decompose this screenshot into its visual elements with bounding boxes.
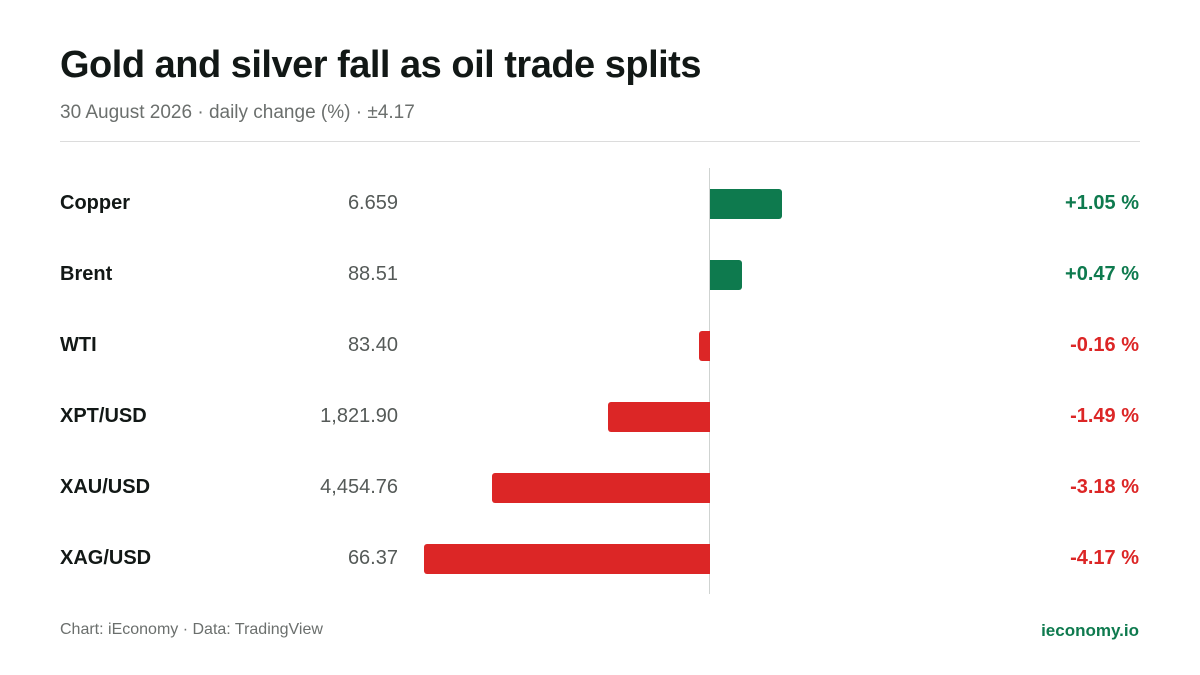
commodity-name: XAG/USD xyxy=(60,547,152,569)
commodity-name: Copper xyxy=(60,192,130,214)
commodity-price: 66.37 xyxy=(347,547,398,569)
commodity-name: WTI xyxy=(60,334,97,356)
change-label: +0.47 % xyxy=(1065,263,1139,285)
change-label: -0.16 % xyxy=(1070,334,1139,356)
brand-link[interactable]: ieconomy.io xyxy=(1041,621,1139,640)
commodity-price: 1,821.90 xyxy=(320,405,398,427)
source-credit: Chart: iEconomy · Data: TradingView xyxy=(60,621,323,638)
commodity-price: 6.659 xyxy=(347,192,398,214)
commodity-name: Brent xyxy=(60,263,113,285)
commodity-price: 88.51 xyxy=(347,263,398,285)
table-row: WTI 83.40 -0.16 % xyxy=(0,310,1200,381)
header-divider xyxy=(60,141,1140,142)
table-row: Brent 88.51 +0.47 % xyxy=(0,239,1200,310)
table-row: XPT/USD 1,821.90 -1.49 % xyxy=(0,381,1200,452)
change-label: -3.18 % xyxy=(1070,476,1139,498)
table-row: Copper 6.659 +1.05 % xyxy=(0,168,1200,239)
table-row: XAU/USD 4,454.76 -3.18 % xyxy=(0,452,1200,523)
zero-axis-line xyxy=(709,168,710,594)
change-label: -1.49 % xyxy=(1070,405,1139,427)
table-row: XAG/USD 66.37 -4.17 % xyxy=(0,523,1200,594)
chart-title: Gold and silver fall as oil trade splits xyxy=(60,44,701,86)
bar-positive xyxy=(710,260,743,290)
bar-positive xyxy=(710,189,782,219)
bar-negative xyxy=(424,544,710,574)
bar-negative xyxy=(607,402,710,432)
bar-negative xyxy=(699,331,710,361)
change-label: -4.17 % xyxy=(1070,547,1139,569)
commodity-price: 4,454.76 xyxy=(320,476,398,498)
bar-negative xyxy=(491,473,710,503)
chart-subtitle: 30 August 2026 · daily change (%) · ±4.1… xyxy=(60,102,415,123)
commodity-name: XPT/USD xyxy=(60,405,147,427)
change-label: +1.05 % xyxy=(1065,192,1139,214)
commodity-name: XAU/USD xyxy=(60,476,151,498)
commodity-price: 83.40 xyxy=(347,334,398,356)
